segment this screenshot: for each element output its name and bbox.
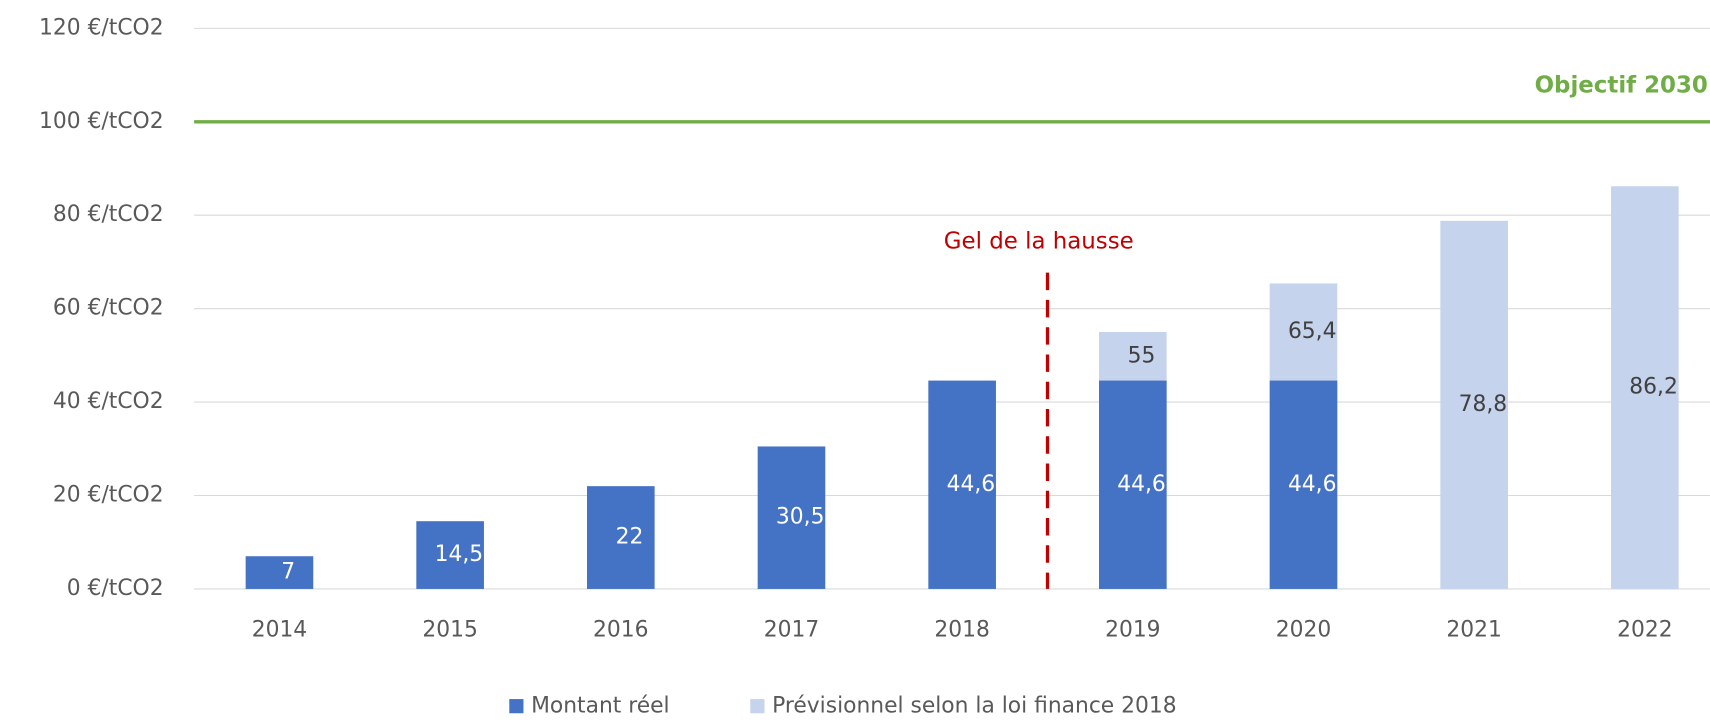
data-label: 86,2 (1629, 375, 1678, 400)
bar (245, 556, 314, 589)
legend-label: Prévisionnel selon la loi finance 2018 (772, 694, 1177, 719)
data-label: 55 (1128, 343, 1156, 368)
data-label: 78,8 (1459, 392, 1508, 417)
y-tick-label: 100 €/tCO2 (39, 109, 164, 134)
y-tick-label: 40 €/tCO2 (53, 389, 164, 414)
x-tick-label: 2018 (934, 617, 989, 642)
bar (586, 486, 655, 589)
x-tick-label: 2016 (593, 617, 648, 642)
bar (928, 380, 996, 589)
y-tick-label: 80 €/tCO2 (53, 202, 164, 227)
y-tick-label: 60 €/tCO2 (53, 296, 164, 321)
data-label: 7 (281, 560, 295, 585)
x-tick-label: 2014 (252, 617, 307, 642)
data-label: 30,5 (776, 505, 825, 530)
bar (1099, 380, 1167, 589)
bar (416, 521, 484, 589)
data-label: 44,6 (1288, 472, 1337, 497)
marker-label: Gel de la hausse (944, 229, 1134, 255)
data-label: 22 (616, 525, 644, 550)
reference-label: Objectif 2030 (1535, 72, 1708, 98)
data-label: 44,6 (947, 472, 996, 497)
x-tick-label: 2017 (764, 617, 819, 642)
bars (245, 186, 1679, 589)
bar (1269, 380, 1338, 589)
bar (1440, 220, 1508, 589)
legend-label: Montant réel (531, 694, 670, 719)
legend-swatch (750, 699, 765, 714)
y-tick-label: 20 €/tCO2 (53, 483, 164, 508)
x-tick-label: 2022 (1617, 617, 1672, 642)
x-tick-label: 2020 (1276, 617, 1331, 642)
y-tick-label: 0 €/tCO2 (67, 576, 164, 601)
legend-swatch (509, 699, 524, 714)
data-label: 65,4 (1288, 319, 1337, 344)
y-tick-label: 120 €/tCO2 (39, 15, 164, 40)
bar (1611, 186, 1679, 589)
data-label: 44,6 (1117, 472, 1166, 497)
x-tick-label: 2019 (1105, 617, 1160, 642)
bar (757, 446, 826, 589)
data-label: 14,5 (435, 542, 484, 567)
x-tick-label: 2015 (422, 617, 477, 642)
x-tick-label: 2021 (1446, 617, 1501, 642)
